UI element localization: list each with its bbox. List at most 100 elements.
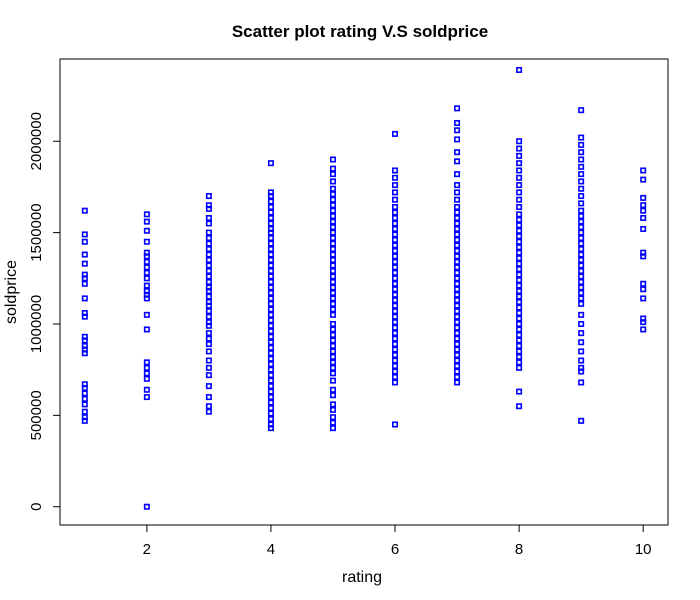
data-point <box>454 209 461 216</box>
data-point <box>392 189 399 196</box>
data-point <box>267 405 274 412</box>
data-point <box>143 211 150 218</box>
data-point <box>392 341 399 348</box>
data-point <box>267 289 274 296</box>
data-point <box>267 193 274 200</box>
data-point <box>329 191 336 198</box>
data-point <box>578 273 585 280</box>
data-point <box>205 262 212 269</box>
data-point <box>329 386 336 393</box>
data-point <box>329 185 336 192</box>
data-point <box>578 107 585 114</box>
data-point <box>578 185 585 192</box>
data-point <box>516 342 523 349</box>
plot-frame <box>59 58 669 526</box>
data-point <box>267 267 274 274</box>
data-point <box>516 320 523 327</box>
data-point <box>578 320 585 327</box>
data-point <box>143 269 150 276</box>
data-point <box>329 401 336 408</box>
data-point <box>578 300 585 307</box>
data-point <box>392 379 399 386</box>
data-point <box>454 204 461 211</box>
data-point <box>329 353 336 360</box>
data-point <box>392 209 399 216</box>
data-point <box>329 246 336 253</box>
data-point <box>267 350 274 357</box>
x-tick-label: 10 <box>635 541 652 558</box>
data-point <box>454 253 461 260</box>
data-point <box>267 399 274 406</box>
data-point <box>516 160 523 167</box>
data-point <box>454 220 461 227</box>
data-point <box>81 313 88 320</box>
data-point <box>516 227 523 234</box>
data-point <box>205 341 212 348</box>
data-point <box>143 295 150 302</box>
data-point <box>205 330 212 337</box>
data-point <box>578 262 585 269</box>
data-point <box>267 317 274 324</box>
data-point <box>392 174 399 181</box>
data-point <box>454 373 461 380</box>
data-point <box>578 235 585 242</box>
data-point <box>392 357 399 364</box>
data-point <box>516 331 523 338</box>
y-axis-label: soldprice <box>3 260 20 324</box>
data-point <box>205 308 212 315</box>
data-point <box>454 105 461 112</box>
data-point <box>392 269 399 276</box>
data-point <box>516 66 523 73</box>
data-point <box>640 319 647 326</box>
data-point <box>329 267 336 274</box>
y-axis: 0 500000 1000000 1500000 2000000 <box>28 112 61 511</box>
data-point <box>578 200 585 207</box>
data-point <box>329 213 336 220</box>
data-point <box>392 182 399 189</box>
data-point <box>267 339 274 346</box>
data-point <box>454 119 461 126</box>
data-point <box>205 322 212 329</box>
data-point <box>329 273 336 280</box>
data-point <box>516 288 523 295</box>
data-point <box>516 196 523 203</box>
data-point <box>578 171 585 178</box>
data-point <box>329 311 336 318</box>
data-point <box>329 284 336 291</box>
data-point <box>516 403 523 410</box>
data-point <box>516 299 523 306</box>
data-point <box>578 357 585 364</box>
data-point <box>516 304 523 311</box>
data-point <box>143 375 150 382</box>
data-point <box>205 251 212 258</box>
data-point <box>81 207 88 214</box>
data-point <box>392 280 399 287</box>
data-point <box>329 425 336 432</box>
data-point <box>454 308 461 315</box>
data-point <box>143 311 150 318</box>
data-point <box>81 350 88 357</box>
data-point <box>267 372 274 379</box>
data-point <box>81 337 88 344</box>
data-point <box>454 291 461 298</box>
data-point <box>143 359 150 366</box>
data-point <box>578 178 585 185</box>
data-point <box>205 348 212 355</box>
data-point <box>578 284 585 291</box>
data-point <box>329 392 336 399</box>
data-point <box>205 403 212 410</box>
data-point <box>578 141 585 148</box>
data-point <box>392 258 399 265</box>
data-point <box>143 218 150 225</box>
data-point <box>267 366 274 373</box>
data-point <box>578 224 585 231</box>
data-point <box>392 196 399 203</box>
data-point <box>329 326 336 333</box>
data-point <box>578 251 585 258</box>
data-point <box>516 182 523 189</box>
data-point <box>454 242 461 249</box>
data-point <box>454 149 461 156</box>
data-point <box>143 394 150 401</box>
data-point <box>329 419 336 426</box>
